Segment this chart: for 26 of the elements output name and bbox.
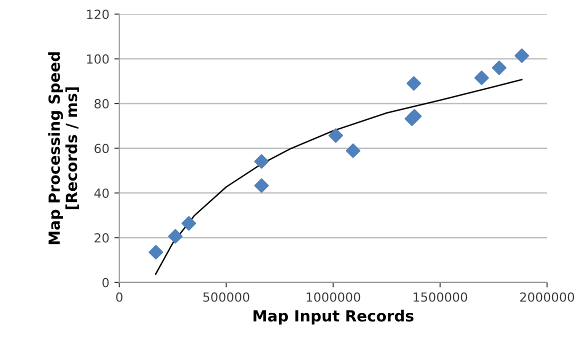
- y-tick-label: 40: [94, 188, 109, 198]
- x-tick-label: 2000000: [520, 292, 574, 302]
- point: [182, 216, 196, 231]
- line-series: [154, 78, 523, 275]
- x-axis-title: Map Input Records: [254, 310, 414, 325]
- y-tick-label: 20: [94, 233, 109, 243]
- x-tick-label: 0: [116, 292, 122, 302]
- x-tick-label: 1000000: [306, 292, 360, 302]
- point: [346, 143, 360, 158]
- point: [514, 48, 530, 63]
- y-axis-title: Map Processing Speed [Records / ms]: [48, 52, 80, 244]
- x-tick-label: 1500000: [414, 292, 468, 302]
- point: [328, 128, 344, 143]
- point: [148, 244, 164, 260]
- y-tick-label: 0: [102, 278, 109, 288]
- y-tick-label: 80: [94, 99, 109, 108]
- x-tick-label: 500000: [203, 292, 250, 302]
- point: [474, 70, 489, 86]
- point: [492, 60, 506, 76]
- point: [254, 178, 269, 193]
- point: [168, 229, 183, 244]
- y-tick-label: 100: [87, 54, 109, 64]
- point: [254, 154, 269, 169]
- y-tick-label: 60: [94, 144, 109, 154]
- point: [406, 76, 422, 91]
- y-tick-label: 120: [87, 10, 109, 20]
